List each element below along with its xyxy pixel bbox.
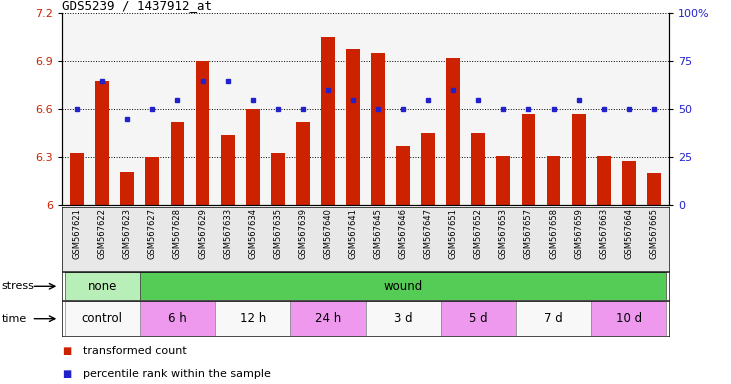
Text: GSM567645: GSM567645 — [374, 208, 382, 259]
Bar — [591, 301, 667, 336]
Bar — [215, 301, 290, 336]
Text: GSM567651: GSM567651 — [449, 208, 458, 259]
Bar — [246, 109, 260, 205]
Bar — [346, 49, 360, 205]
Text: GSM567639: GSM567639 — [298, 208, 307, 259]
Text: GSM567622: GSM567622 — [98, 208, 107, 259]
Bar — [622, 161, 636, 205]
Text: GSM567621: GSM567621 — [72, 208, 82, 259]
Bar — [145, 157, 159, 205]
Bar — [366, 301, 441, 336]
Text: GSM567659: GSM567659 — [574, 208, 583, 259]
Text: GSM567640: GSM567640 — [323, 208, 333, 259]
Bar — [596, 156, 610, 205]
Text: none: none — [88, 280, 117, 293]
Bar — [321, 38, 335, 205]
Bar — [572, 114, 586, 205]
Text: 7 d: 7 d — [544, 312, 563, 325]
Text: GSM567663: GSM567663 — [599, 208, 608, 259]
Text: GSM567665: GSM567665 — [649, 208, 659, 259]
Bar — [647, 174, 661, 205]
Text: GSM567634: GSM567634 — [249, 208, 257, 259]
Text: time: time — [1, 314, 27, 324]
Bar — [121, 172, 135, 205]
Text: GSM567664: GSM567664 — [624, 208, 633, 259]
Bar — [140, 301, 215, 336]
Text: GSM567658: GSM567658 — [549, 208, 558, 259]
Bar — [95, 81, 109, 205]
Text: GSM567627: GSM567627 — [148, 208, 157, 259]
Bar — [271, 153, 284, 205]
Text: ■: ■ — [62, 369, 72, 379]
Text: 3 d: 3 d — [394, 312, 412, 325]
Text: ■: ■ — [62, 346, 72, 356]
Bar — [296, 122, 310, 205]
Text: GSM567657: GSM567657 — [524, 208, 533, 259]
Bar — [471, 134, 485, 205]
Bar — [421, 134, 435, 205]
Bar — [64, 272, 140, 300]
Bar — [290, 301, 366, 336]
Bar — [441, 301, 516, 336]
Text: 10 d: 10 d — [616, 312, 642, 325]
Bar — [140, 272, 667, 300]
Text: 5 d: 5 d — [469, 312, 488, 325]
Text: GSM567633: GSM567633 — [223, 208, 232, 259]
Text: 12 h: 12 h — [240, 312, 266, 325]
Text: GSM567628: GSM567628 — [173, 208, 182, 259]
Text: GSM567653: GSM567653 — [499, 208, 508, 259]
Bar — [371, 53, 385, 205]
Text: wound: wound — [384, 280, 423, 293]
Bar — [64, 301, 140, 336]
Text: GSM567623: GSM567623 — [123, 208, 132, 259]
Text: GSM567641: GSM567641 — [349, 208, 357, 259]
Bar — [447, 58, 460, 205]
Bar — [196, 61, 209, 205]
Text: GSM567646: GSM567646 — [398, 208, 408, 259]
Bar — [70, 153, 84, 205]
Text: GDS5239 / 1437912_at: GDS5239 / 1437912_at — [62, 0, 212, 12]
Text: GSM567647: GSM567647 — [424, 208, 433, 259]
Bar — [547, 156, 561, 205]
Bar — [496, 156, 510, 205]
Bar — [170, 122, 184, 205]
Text: percentile rank within the sample: percentile rank within the sample — [83, 369, 270, 379]
Text: transformed count: transformed count — [83, 346, 186, 356]
Text: control: control — [82, 312, 123, 325]
Text: 6 h: 6 h — [168, 312, 187, 325]
Text: GSM567652: GSM567652 — [474, 208, 482, 259]
Text: stress: stress — [1, 281, 34, 291]
Text: GSM567635: GSM567635 — [273, 208, 282, 259]
Text: 24 h: 24 h — [315, 312, 341, 325]
Bar — [396, 146, 410, 205]
Bar — [221, 135, 235, 205]
Bar — [516, 301, 591, 336]
Text: GSM567629: GSM567629 — [198, 208, 207, 259]
Bar — [522, 114, 535, 205]
